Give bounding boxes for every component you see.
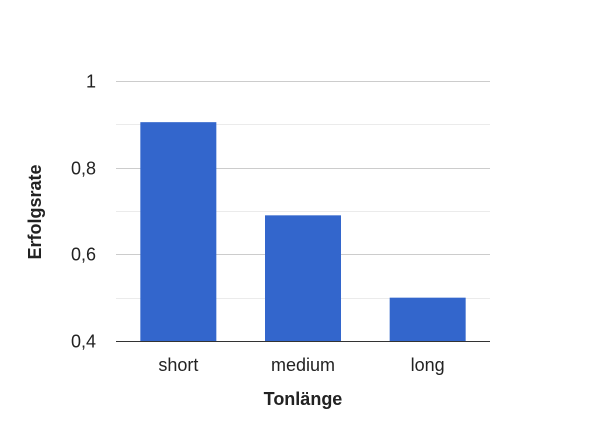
x-tick-label-medium: medium <box>271 355 335 375</box>
y-tick-label-3: 1 <box>86 72 96 92</box>
y-tick-label-2: 0,8 <box>71 159 96 179</box>
bar-short[interactable] <box>140 122 217 342</box>
y-axis-title: Erfolgsrate <box>25 164 45 259</box>
x-axis-title: Tonlänge <box>264 389 343 409</box>
bar-long[interactable] <box>389 297 466 341</box>
x-axis-ticks: short medium long <box>158 355 444 375</box>
y-tick-label-0: 0,4 <box>71 332 96 352</box>
bar-medium[interactable] <box>265 215 341 341</box>
bars <box>140 122 466 342</box>
x-tick-label-long: long <box>411 355 445 375</box>
x-tick-label-short: short <box>158 355 198 375</box>
y-tick-label-1: 0,6 <box>71 245 96 265</box>
y-axis-ticks: 0,4 0,6 0,8 1 <box>71 72 96 352</box>
